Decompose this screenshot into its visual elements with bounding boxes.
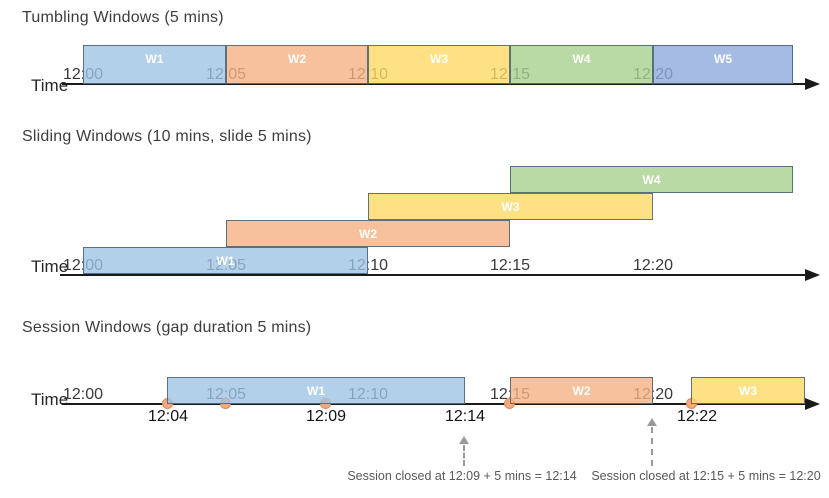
session-closed-annotation-1: Session closed at 12:09 + 5 mins = 12:14 — [347, 469, 577, 483]
window-label: W4 — [572, 52, 591, 66]
sliding-time-axis-label: Time — [31, 257, 69, 276]
session-tick-1200: 12:00 — [62, 386, 104, 403]
sliding-window-w1: W1 — [83, 247, 368, 274]
tumbling-window-w1: W1 — [83, 45, 226, 84]
annotation-dashed-line — [651, 427, 653, 466]
event-time-1214: 12:14 — [444, 408, 486, 425]
sliding-axis-arrowhead-icon — [805, 269, 820, 281]
sliding-window-w3: W3 — [368, 193, 653, 220]
tumbling-section-title: Tumbling Windows (5 mins) — [22, 9, 224, 26]
window-label: W2 — [359, 226, 377, 241]
window-label: W2 — [288, 52, 306, 66]
sliding-section-title: Sliding Windows (10 mins, slide 5 mins) — [22, 128, 312, 145]
tumbling-window-w3: W3 — [368, 45, 510, 84]
window-label: W5 — [714, 52, 732, 66]
window-label: W1 — [307, 383, 325, 398]
session-time-axis-label: Time — [31, 390, 69, 409]
session-closed-annotation-2: Session closed at 12:15 + 5 mins = 12:20 — [591, 469, 821, 483]
window-label: W1 — [145, 52, 164, 66]
sliding-window-w2: W2 — [226, 220, 510, 247]
annotation-dashed-line — [463, 445, 465, 466]
window-label: W4 — [642, 172, 661, 187]
window-label: W3 — [739, 383, 757, 398]
sliding-window-w4: W4 — [510, 166, 793, 193]
session-time-axis — [62, 403, 809, 405]
tumbling-window-w2: W2 — [226, 45, 368, 84]
window-label: W2 — [572, 383, 591, 398]
sliding-tick-1220: 12:20 — [632, 257, 674, 274]
annotation-up-arrow-icon — [647, 418, 657, 426]
session-window-w2: W2 — [510, 377, 653, 404]
window-label: W3 — [501, 199, 520, 214]
session-window-w3: W3 — [691, 377, 805, 404]
session-axis-arrowhead-icon — [805, 398, 820, 410]
tumbling-window-w4: W4 — [510, 45, 653, 84]
event-time-1222: 12:22 — [676, 408, 718, 425]
session-window-w1: W1 — [167, 377, 465, 404]
sliding-time-axis — [60, 274, 809, 276]
event-time-1209: 12:09 — [305, 408, 347, 425]
window-label: W1 — [216, 253, 235, 268]
tumbling-window-w5: W5 — [653, 45, 793, 84]
tumbling-time-axis-label: Time — [31, 76, 69, 95]
tumbling-axis-arrowhead-icon — [805, 78, 820, 90]
session-section-title: Session Windows (gap duration 5 mins) — [22, 319, 312, 336]
tumbling-time-axis — [62, 83, 809, 85]
sliding-tick-1215: 12:15 — [489, 257, 531, 274]
window-label: W3 — [430, 52, 448, 66]
annotation-up-arrow-icon — [459, 436, 469, 444]
event-time-1204: 12:04 — [147, 408, 189, 425]
